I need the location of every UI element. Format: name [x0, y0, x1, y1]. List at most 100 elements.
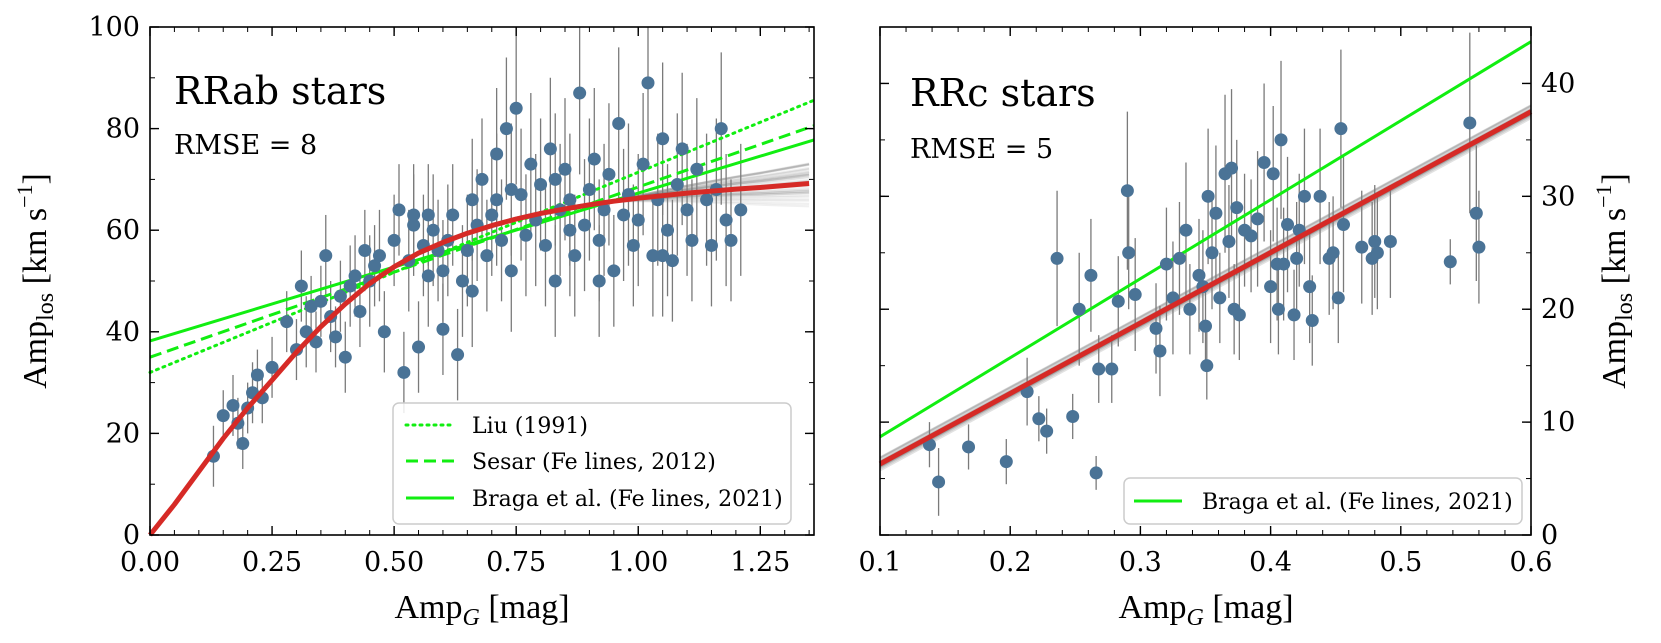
xlabel-rrab-unit: [mag]: [480, 589, 570, 626]
panel-rrab: 0.00 0.25 0.50 0.75 1.00 1.25 0 20 40 60 80 100 RRa…: [12, 12, 816, 631]
data-point-rrc: [1277, 257, 1291, 271]
data-point-rrc: [1111, 294, 1125, 308]
data-point-rrc: [1287, 308, 1301, 322]
best-fit-rrc: [878, 109, 1533, 467]
xtick-label-rrab: 0.75: [486, 547, 546, 578]
data-point-rrc: [1463, 116, 1477, 130]
data-point-rrc: [1303, 280, 1317, 294]
data-point-rrab: [587, 152, 601, 166]
best-fit-curve-rrab: [148, 181, 810, 537]
xlabel-rrc-sub: G: [1186, 605, 1203, 631]
xtick-label-rrab: 1.25: [730, 547, 790, 578]
data-point-rrc: [1331, 291, 1345, 305]
data-point-rrc: [1274, 133, 1288, 147]
data-point-rrab: [563, 193, 577, 207]
data-point-rrab: [329, 330, 343, 344]
data-point-rrab: [548, 172, 562, 186]
title-rrc: RRc stars: [910, 71, 1096, 115]
data-point-rrab: [504, 264, 518, 278]
data-point-rrc: [1290, 251, 1304, 265]
xtick-label-rrc: 0.5: [1379, 547, 1422, 578]
points-rrc: [922, 116, 1486, 489]
data-point-rrab: [348, 269, 362, 283]
data-point-rrab: [426, 223, 440, 237]
data-point-rrab: [538, 238, 552, 252]
data-point-rrab: [372, 249, 386, 263]
data-point-rrab: [534, 177, 548, 191]
data-point-rrab: [597, 203, 611, 217]
data-point-rrc: [1201, 189, 1215, 203]
data-point-rrc: [1050, 251, 1064, 265]
data-point-rrc: [1244, 229, 1258, 243]
data-point-rrc: [1179, 223, 1193, 237]
relation-line-rrc: [879, 40, 1532, 439]
data-point-rrab: [314, 294, 328, 308]
data-point-rrab: [680, 203, 694, 217]
data-point-rrc: [1072, 302, 1086, 316]
data-point-rrc: [1222, 234, 1236, 248]
xlabel-rrc-unit: [mag]: [1204, 589, 1294, 626]
data-point-rrc: [1281, 218, 1295, 232]
data-point-rrab: [216, 409, 230, 423]
data-point-rrc: [1251, 212, 1265, 226]
data-point-rrab: [412, 340, 426, 354]
data-point-rrc: [1355, 240, 1369, 254]
data-point-rrab: [358, 244, 372, 258]
data-point-rrab: [490, 147, 504, 161]
data-point-rrab: [446, 208, 460, 222]
data-point-rrab: [582, 183, 596, 197]
data-point-rrab: [397, 365, 411, 379]
data-point-rrc: [1040, 424, 1054, 438]
data-point-rrab: [480, 249, 494, 263]
ylabel-rrc-close: ]: [1596, 173, 1633, 184]
data-point-rrab: [714, 122, 728, 136]
data-point-rrab: [724, 233, 738, 247]
data-point-rrc: [1153, 344, 1167, 358]
data-point-rrab: [265, 360, 279, 374]
data-point-rrab: [421, 208, 435, 222]
legend-label-liu: Liu (1991): [472, 414, 588, 439]
xlabel-rrc: AmpG [mag]: [1118, 589, 1293, 631]
data-point-rrc: [1305, 314, 1319, 328]
data-point-rrc: [1443, 255, 1457, 269]
ylabel-rrc-unit: [km s: [1596, 208, 1633, 293]
data-point-rrc: [1105, 362, 1119, 376]
frame-rrc: [879, 26, 1532, 536]
data-point-rrab: [704, 238, 718, 252]
data-point-rrab: [509, 101, 523, 115]
data-point-rrab: [607, 264, 621, 278]
data-point-rrc: [1337, 218, 1351, 232]
data-point-rrab: [465, 193, 479, 207]
data-point-rrab: [460, 244, 474, 258]
data-point-rrab: [665, 254, 679, 268]
best-fit-rrab: [148, 181, 810, 537]
xlabel-rrab-sub: G: [462, 605, 479, 631]
data-point-rrab: [304, 299, 318, 313]
data-point-rrab: [612, 117, 626, 131]
data-point-rrab: [700, 193, 714, 207]
legend-rrab: Liu (1991) Sesar (Fe lines, 2012) Braga …: [392, 402, 792, 525]
data-point-rrc: [1032, 412, 1046, 426]
legend-rrc: Braga et al. (Fe lines, 2021): [1123, 477, 1523, 525]
data-point-rrab: [631, 213, 645, 227]
panel-rrc: 0.1 0.2 0.3 0.4 0.5 0.60 10 20 30 40 RRc stars RM…: [859, 26, 1638, 631]
data-point-rrc: [1213, 291, 1227, 305]
ylabel-rrab: Amplos [km s−1]: [12, 173, 59, 389]
data-point-rrab: [407, 208, 421, 222]
data-point-rrab: [236, 437, 250, 451]
ylabel-rrc-sub: los: [1612, 293, 1638, 321]
ticks-rrc: 0.1 0.2 0.3 0.4 0.5 0.60 10 20 30 40: [859, 26, 1575, 578]
ylabel-rrc: Amplos [km s−1]: [1591, 173, 1638, 389]
xtick-label-rrc: 0.3: [1119, 547, 1162, 578]
data-point-rrab: [690, 162, 704, 176]
data-point-rrab: [578, 218, 592, 232]
data-point-rrab: [250, 368, 264, 382]
ytick-label-rrab: 100: [88, 12, 140, 43]
data-point-rrab: [573, 86, 587, 100]
data-point-rrab: [294, 279, 308, 293]
ytick-label-rrc: 40: [1541, 68, 1575, 99]
ytick-label-rrab: 0: [123, 520, 140, 551]
legend-label-sesar: Sesar (Fe lines, 2012): [472, 450, 716, 475]
data-point-rrc: [1089, 466, 1103, 480]
